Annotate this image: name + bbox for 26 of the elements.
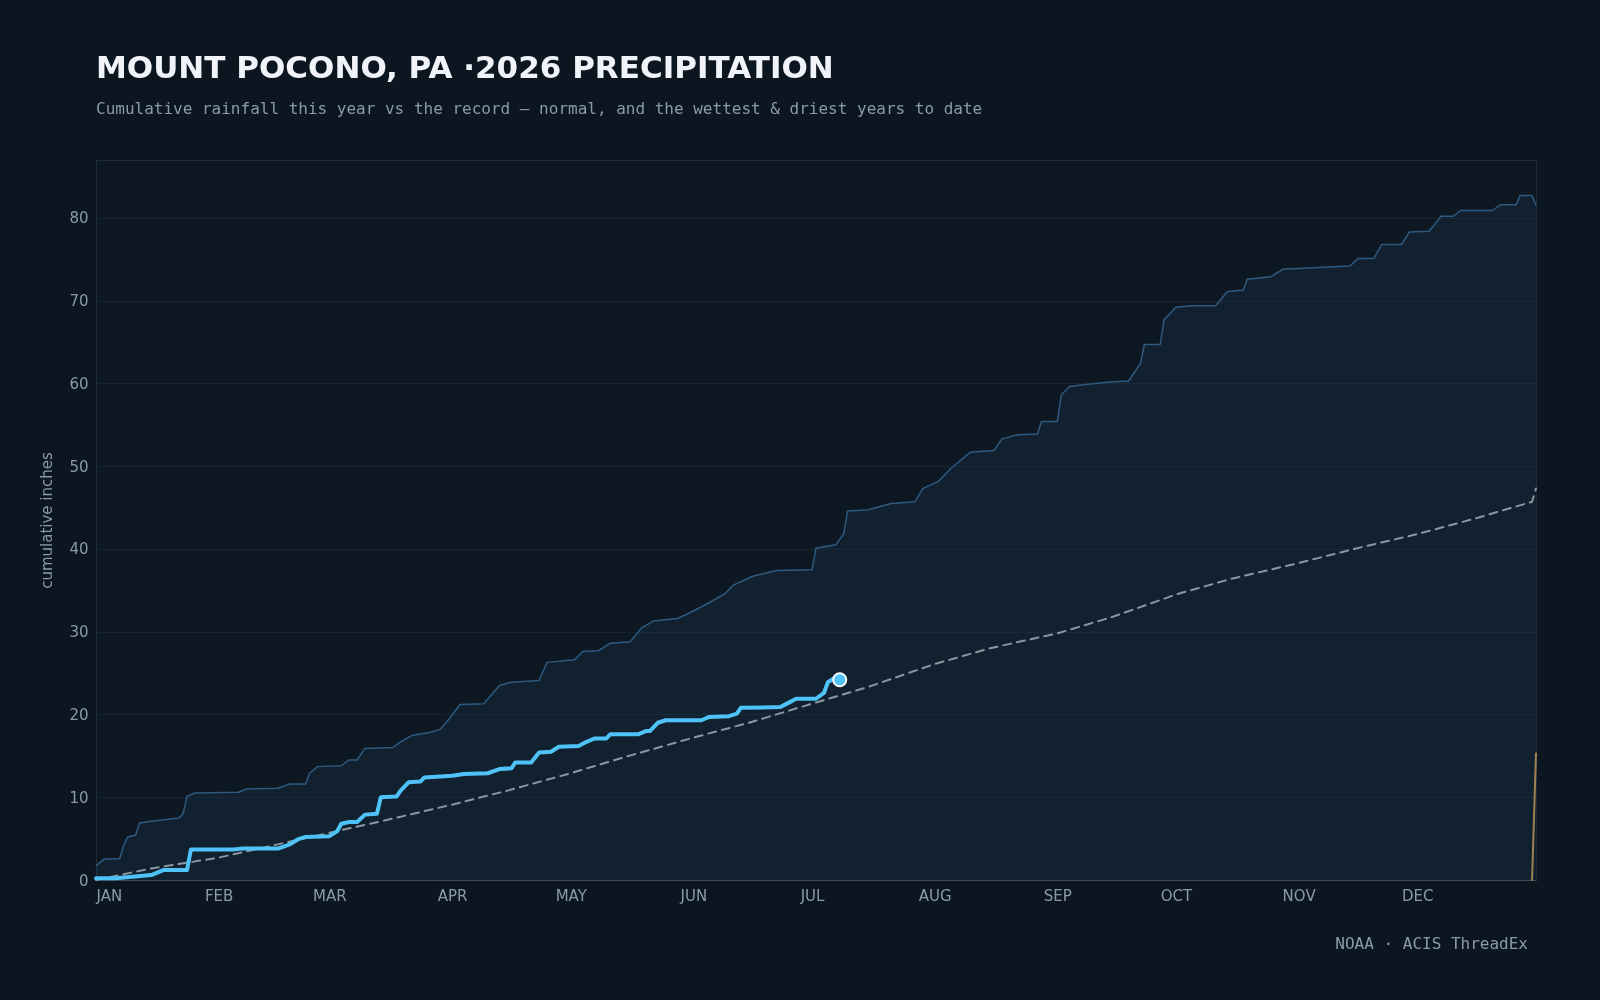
x-tick-label: SEP	[1043, 886, 1072, 905]
x-tick-label: NOV	[1282, 886, 1317, 905]
chart-title: MOUNT POCONO, PA ·2026 PRECIPITATION	[96, 49, 834, 85]
x-tick-label: DEC	[1402, 886, 1434, 905]
y-tick-label: 10	[69, 788, 89, 807]
x-tick-label: MAY	[555, 886, 588, 905]
chart-subtitle: Cumulative rainfall this year vs the record — normal, and the wettest & driest years to date	[96, 99, 983, 118]
y-axis-title: cumulative inches	[38, 452, 57, 589]
y-tick-label: 80	[69, 209, 89, 228]
x-tick-label: FEB	[204, 886, 234, 905]
x-tick-label: JUN	[679, 886, 708, 905]
x-tick-label: AUG	[918, 886, 952, 905]
x-tick-label: MAR	[313, 886, 347, 905]
y-tick-label: 40	[69, 540, 89, 559]
x-tick-label: APR	[437, 886, 468, 905]
x-tick-label: OCT	[1160, 886, 1194, 905]
y-tick-label: 70	[69, 292, 89, 311]
text: NOAA · ACIS ThreadEx	[1335, 934, 1528, 953]
y-tick-label: 60	[69, 374, 89, 393]
y-tick-label: 50	[69, 457, 89, 476]
y-tick-label: 30	[69, 623, 89, 642]
y-tick-label: 0	[78, 871, 89, 890]
y-tick-label: 20	[69, 705, 89, 724]
line-series	[95, 487, 1537, 881]
x-tick-label: JUL	[799, 886, 826, 905]
x-tick-label: JAN	[95, 886, 123, 905]
